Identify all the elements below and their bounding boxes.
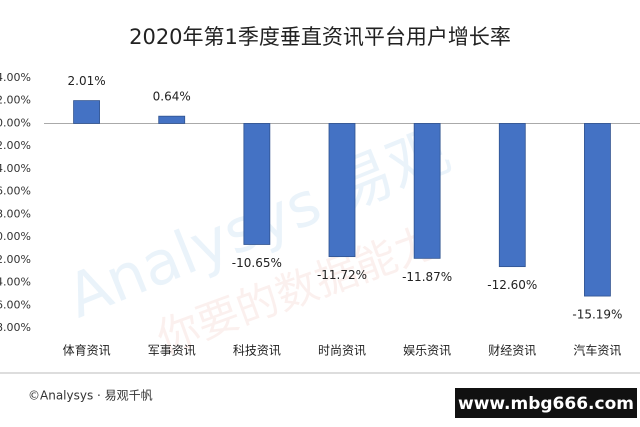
data-label: -15.19%: [572, 308, 622, 322]
y-tick-label: -2.00%: [0, 139, 31, 152]
footer: ©Analysys · 易观千帆: [28, 388, 153, 403]
bar: [498, 123, 526, 268]
y-tick-label: -16.00%: [0, 298, 31, 311]
chart-title: 2020年第1季度垂直资讯平台用户增长率: [129, 25, 511, 49]
data-label: -12.60%: [487, 278, 537, 292]
data-label: 2.01%: [68, 74, 106, 88]
bar: [73, 100, 100, 124]
x-tick-label: 娱乐资讯: [403, 344, 451, 358]
y-tick-label: -6.00%: [0, 185, 31, 198]
bar: [584, 123, 611, 297]
bar: [158, 115, 186, 124]
x-tick-label: 军事资讯: [148, 344, 196, 358]
y-tick-label: -10.00%: [0, 230, 31, 243]
data-label: 0.64%: [153, 90, 191, 104]
x-tick-label: 财经资讯: [488, 344, 536, 358]
y-tick-label: -8.00%: [0, 207, 31, 220]
site-badge-box: [455, 388, 637, 418]
bar: [243, 123, 271, 245]
x-tick-label: 体育资讯: [63, 343, 111, 358]
y-tick-label: 4.00%: [0, 71, 31, 84]
bar: [328, 123, 356, 258]
site-badge: www.mbg666.com: [458, 394, 634, 414]
y-tick-label: 0.00%: [0, 116, 31, 129]
data-label: -11.87%: [402, 270, 452, 284]
x-tick-label: 汽车资讯: [573, 343, 621, 358]
y-tick-label: -12.00%: [0, 253, 31, 266]
y-tick-label: -4.00%: [0, 162, 31, 175]
y-tick-label: -18.00%: [0, 321, 31, 334]
y-tick-label: 2.00%: [0, 94, 31, 107]
bar: [413, 123, 441, 259]
x-tick-label: 时尚资讯: [318, 344, 366, 358]
data-label: -10.65%: [232, 256, 282, 270]
x-tick-label: 科技资讯: [233, 344, 281, 358]
data-label: -11.72%: [317, 268, 367, 282]
y-tick-label: -14.00%: [0, 276, 31, 289]
